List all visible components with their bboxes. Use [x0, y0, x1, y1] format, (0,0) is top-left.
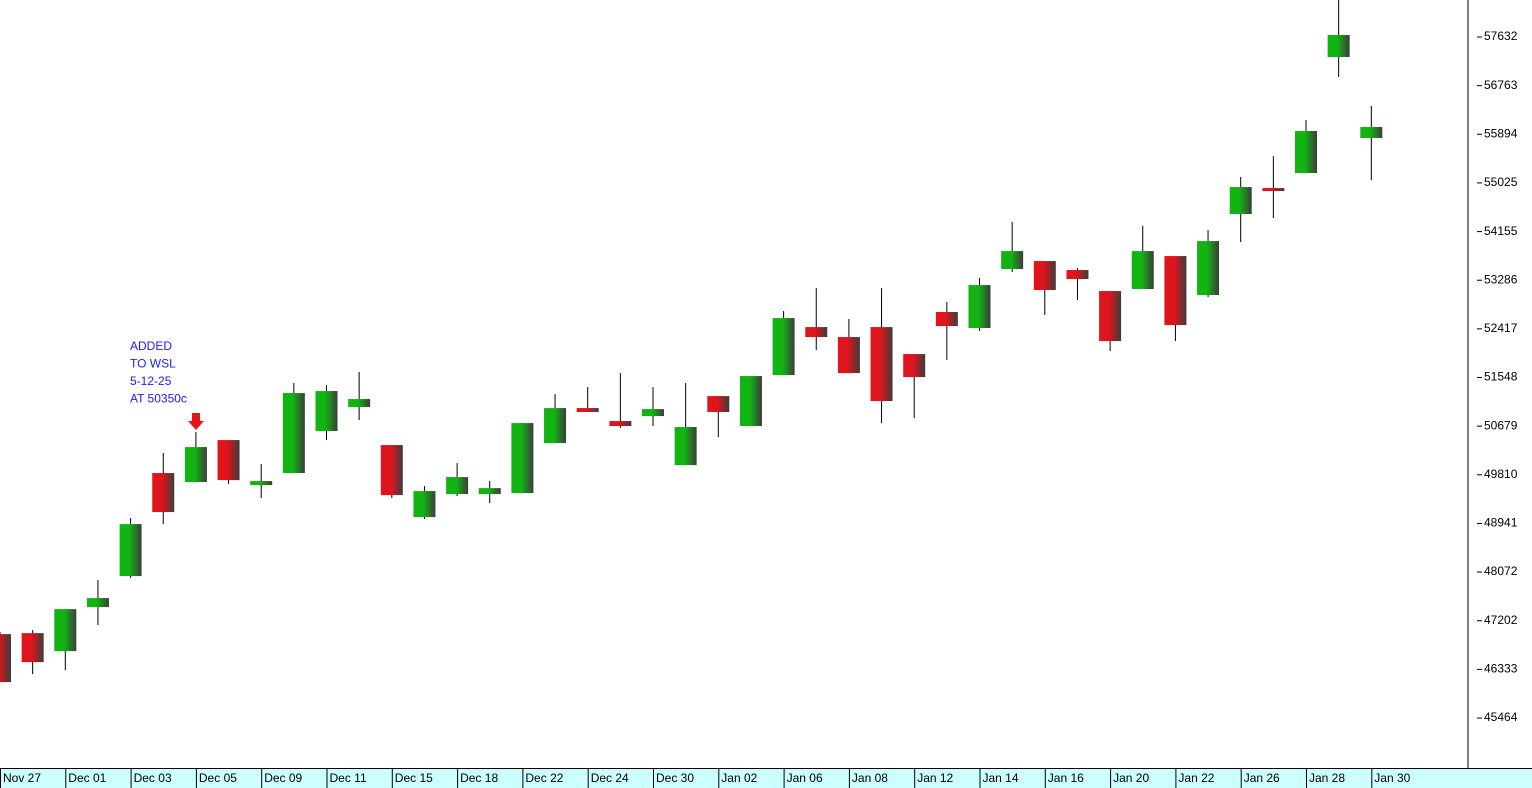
candle-body-down: [805, 327, 828, 338]
candle-body-up: [86, 598, 109, 608]
y-tick-label: 48941: [1484, 516, 1518, 530]
x-tick-label: Dec 01: [68, 771, 106, 785]
y-tick-label: 47202: [1484, 613, 1518, 627]
x-tick-label: Jan 06: [787, 771, 823, 785]
candle-body-down: [870, 327, 893, 402]
candle-body-up: [119, 524, 142, 577]
candle-body-down: [380, 445, 403, 496]
y-tick-label: 55894: [1484, 126, 1518, 140]
candle-body-down: [837, 337, 860, 374]
x-axis-band: [0, 768, 1532, 788]
x-tick-label: Jan 12: [917, 771, 953, 785]
annotation-text: TO WSL: [130, 357, 176, 371]
plot-area: [0, 0, 1383, 683]
x-tick-label: Jan 22: [1178, 771, 1214, 785]
x-tick-label: Jan 16: [1048, 771, 1084, 785]
candle-body-up: [250, 481, 273, 486]
y-tick-label: 46333: [1484, 662, 1518, 676]
candle-body-down: [1033, 261, 1056, 291]
candle-body-up: [413, 491, 436, 518]
candle-body-down: [1066, 270, 1089, 280]
candle-body-down: [1099, 291, 1122, 342]
x-tick-label: Jan 20: [1113, 771, 1149, 785]
x-tick-label: Dec 24: [591, 771, 629, 785]
candle-body-up: [968, 285, 991, 329]
candle-body-down: [609, 421, 632, 427]
y-tick-label: 48072: [1484, 564, 1518, 578]
candle-body-down: [0, 634, 11, 683]
candle-body-up: [478, 488, 501, 495]
y-tick-label: 55025: [1484, 175, 1518, 189]
candle-body-down: [21, 633, 44, 663]
candle-body-up: [315, 391, 338, 432]
y-tick-label: 45464: [1484, 710, 1518, 724]
y-tick-label: 56763: [1484, 78, 1518, 92]
x-tick-label: Jan 02: [721, 771, 757, 785]
candle-body-down: [903, 354, 926, 378]
candle-body-down: [152, 473, 175, 513]
candle-body-up: [1001, 251, 1024, 270]
x-tick-label: Dec 09: [264, 771, 302, 785]
x-tick-label: Dec 03: [134, 771, 172, 785]
y-tick-label: 54155: [1484, 224, 1518, 238]
x-tick-label: Jan 28: [1309, 771, 1345, 785]
candle-body-up: [1295, 131, 1317, 174]
candle-body-up: [642, 409, 664, 417]
y-tick-label: 57632: [1484, 29, 1518, 43]
x-tick-label: Dec 11: [330, 771, 367, 785]
x-tick-label: Dec 30: [656, 771, 694, 785]
candle-body-up: [1229, 187, 1252, 215]
candle-body-up: [674, 427, 697, 466]
x-tick-label: Jan 30: [1374, 771, 1410, 785]
y-tick-label: 52417: [1484, 321, 1518, 335]
candle-body-down: [217, 440, 240, 481]
candle-body-up: [1360, 126, 1383, 139]
candle-body-down: [935, 312, 958, 327]
x-tick-label: Dec 18: [460, 771, 498, 785]
annotation-text: ADDED: [130, 339, 172, 353]
x-tick-label: Jan 14: [983, 771, 1019, 785]
candle-body-down: [576, 408, 599, 413]
candle-body-down: [1164, 256, 1187, 326]
candle-body-up: [739, 376, 762, 427]
candle-body-up: [511, 423, 534, 494]
annotation-text: AT 50350c: [130, 392, 187, 406]
x-tick-label: Dec 22: [525, 771, 563, 785]
candle-body-up: [446, 477, 469, 495]
x-tick-label: Jan 08: [852, 771, 888, 785]
y-tick-label: 53286: [1484, 272, 1518, 286]
x-tick-label: Dec 05: [199, 771, 237, 785]
x-tick-label: Nov 27: [3, 771, 41, 785]
candle-body-up: [772, 318, 795, 376]
candle-body-down: [1262, 188, 1285, 192]
candle-body-up: [54, 609, 77, 652]
candle-body-up: [1327, 34, 1350, 58]
annotation-text: 5-12-25: [130, 374, 172, 388]
candle-body-up: [282, 393, 305, 474]
annotation-arrow: [188, 413, 204, 430]
y-tick-label: 51548: [1484, 370, 1518, 384]
candle-body-down: [707, 396, 730, 413]
candle-body-up: [348, 399, 371, 408]
y-tick-label: 49810: [1484, 467, 1518, 481]
candle-body-up: [1197, 241, 1220, 296]
x-tick-label: Jan 26: [1244, 771, 1280, 785]
candle-body-up: [544, 408, 567, 444]
x-tick-label: Dec 15: [395, 771, 433, 785]
candle-body-up: [184, 447, 207, 483]
y-tick-label: 50679: [1484, 418, 1518, 432]
candle-body-up: [1131, 251, 1154, 290]
